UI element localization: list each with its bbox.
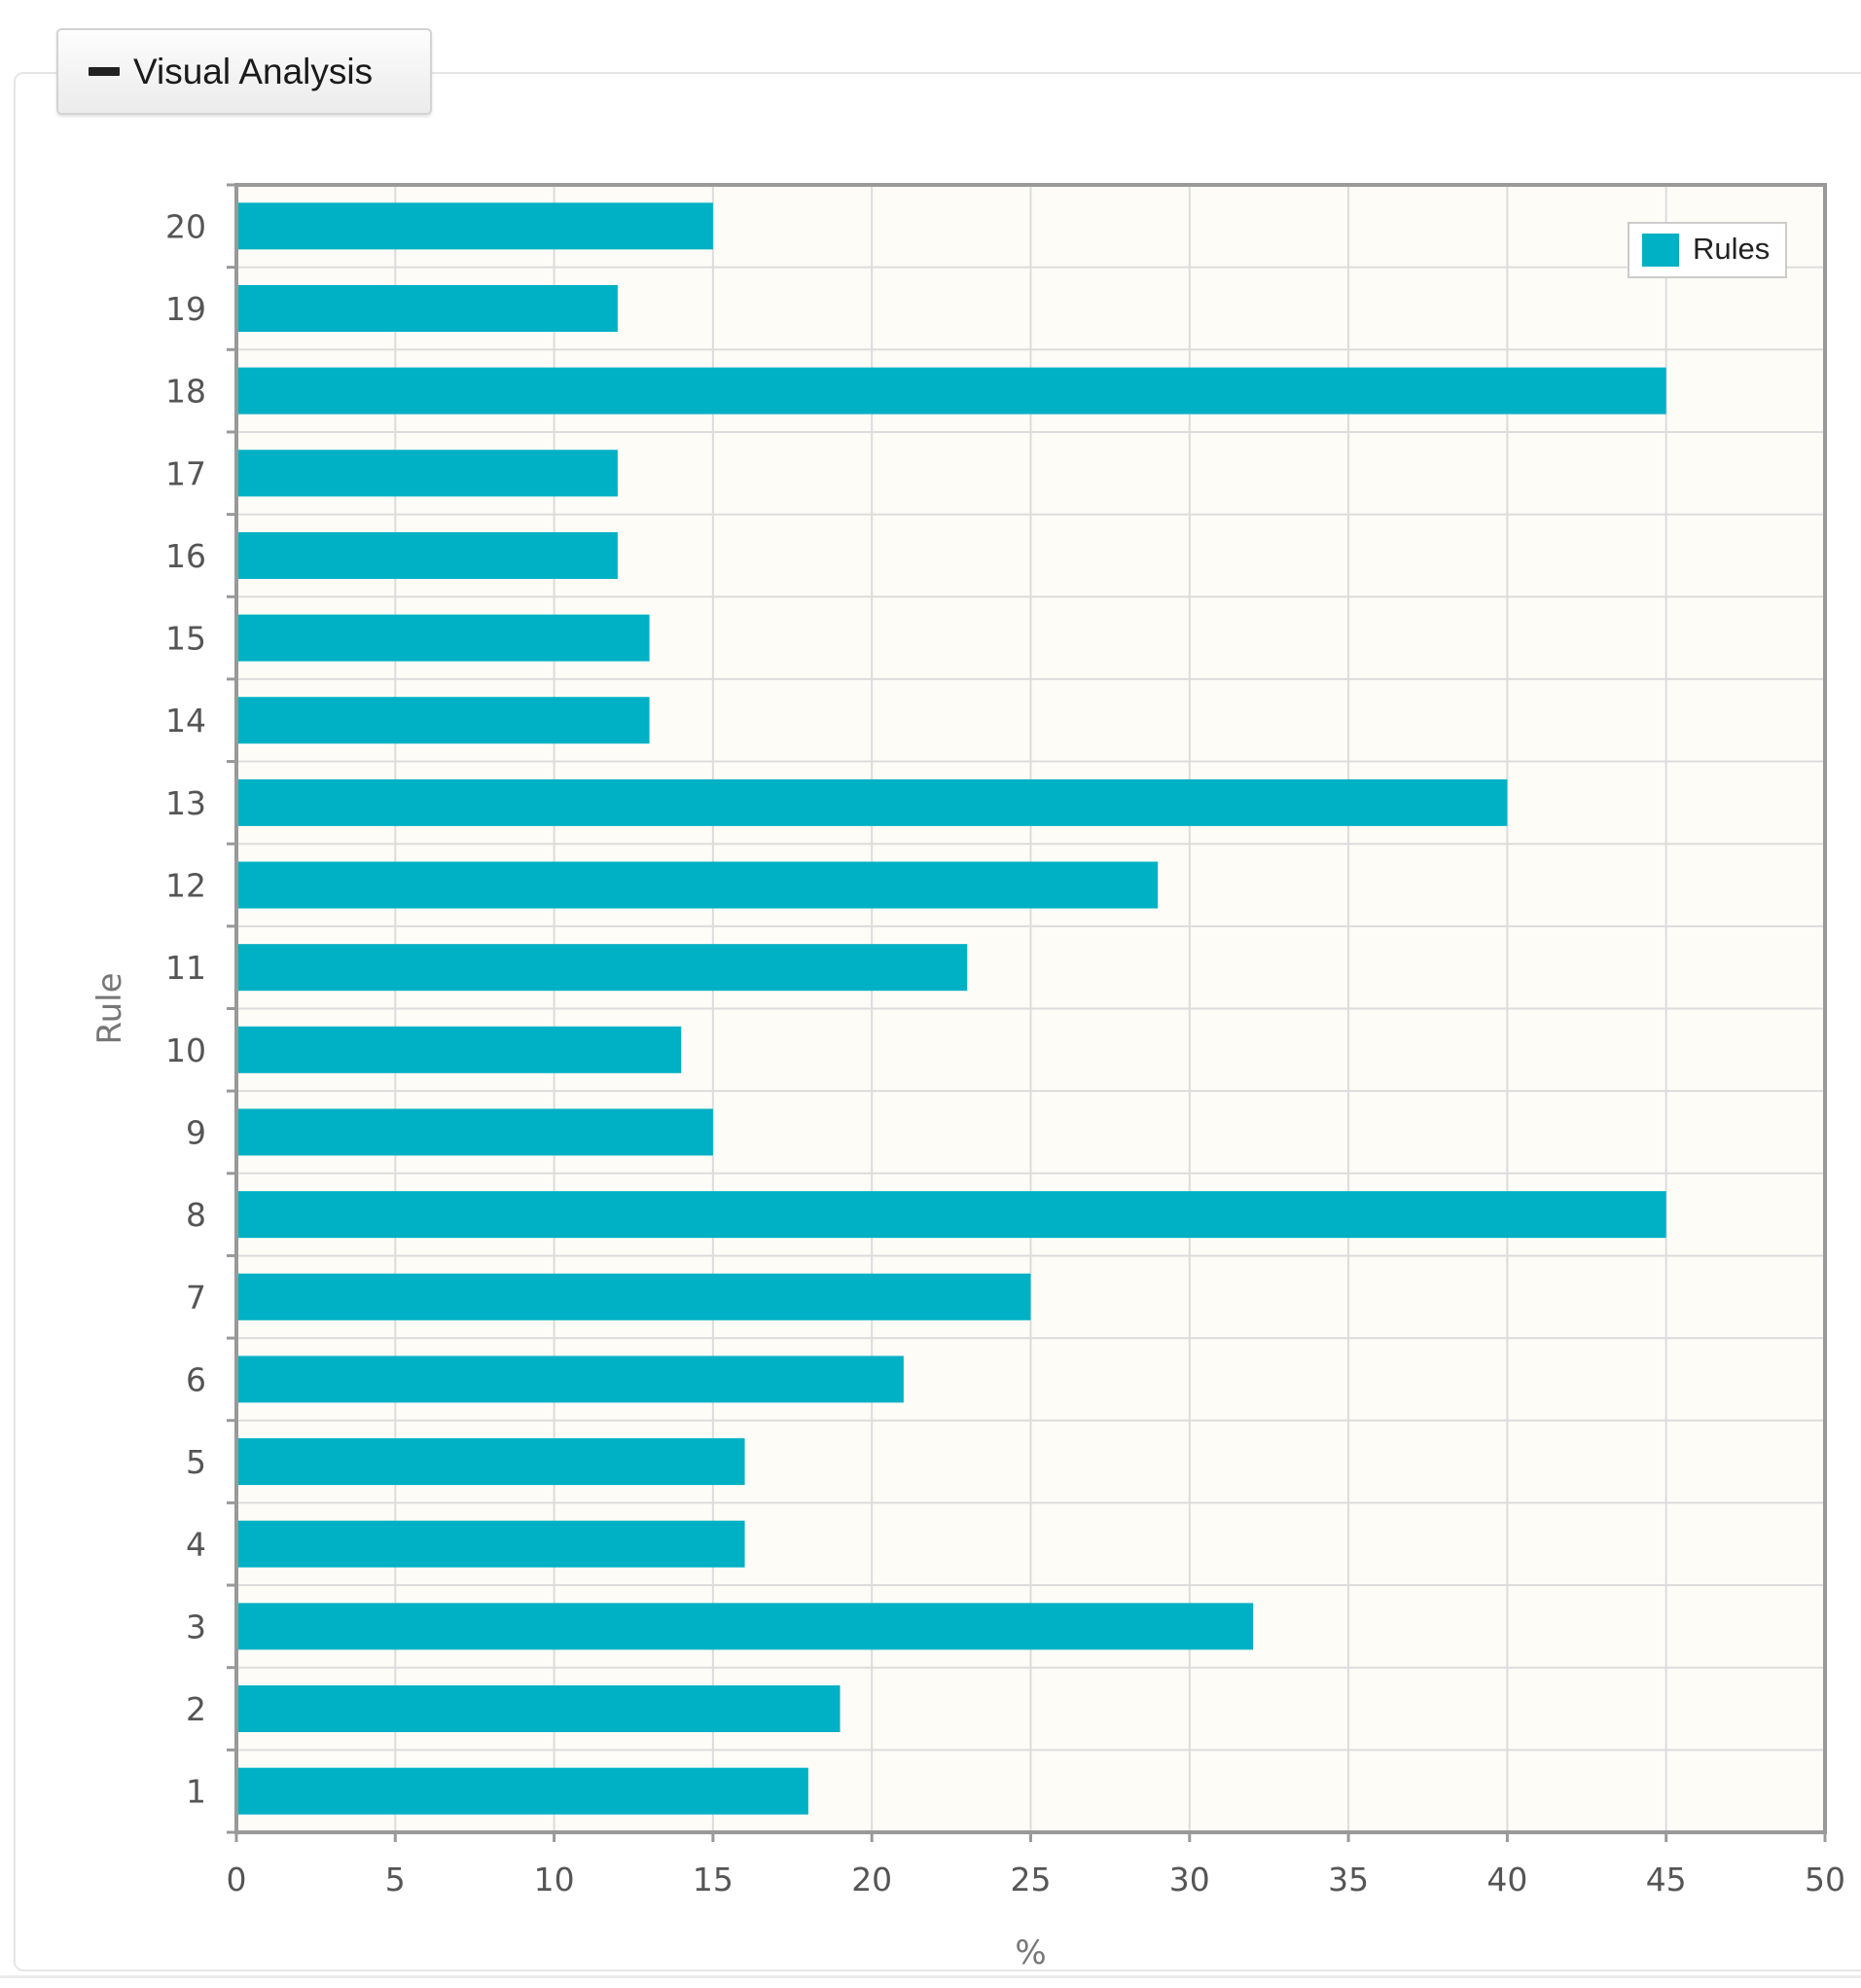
x-tick-label: 20 — [851, 1861, 892, 1898]
plot-frame — [227, 183, 1827, 1842]
y-tick-label: 10 — [165, 1031, 206, 1069]
y-tick-label: 13 — [165, 784, 206, 822]
section-title: Visual Analysis — [133, 51, 374, 91]
y-tick-label: 5 — [186, 1443, 206, 1481]
bar-rule-10[interactable] — [237, 1026, 682, 1073]
bar-rule-3[interactable] — [237, 1603, 1254, 1650]
bar-rule-4[interactable] — [237, 1520, 745, 1568]
bar-rule-2[interactable] — [237, 1685, 841, 1733]
y-tick-label: 16 — [165, 537, 206, 575]
y-tick-label: 18 — [165, 373, 206, 411]
bar-rule-8[interactable] — [237, 1191, 1666, 1239]
x-tick-label: 50 — [1805, 1861, 1845, 1898]
legend[interactable]: Rules — [1628, 222, 1787, 278]
y-tick-label: 17 — [165, 454, 206, 492]
grid — [236, 185, 1826, 1832]
x-tick-label: 35 — [1328, 1861, 1369, 1898]
bars — [237, 202, 1666, 1815]
y-tick-label: 12 — [165, 867, 206, 905]
y-tick-label: 20 — [165, 207, 206, 245]
bar-rule-18[interactable] — [237, 367, 1666, 415]
bar-rule-12[interactable] — [237, 861, 1159, 909]
x-tick-label: 10 — [534, 1861, 575, 1898]
bar-rule-11[interactable] — [237, 944, 968, 992]
bar-rule-5[interactable] — [237, 1438, 745, 1486]
x-tick-label: 30 — [1169, 1861, 1210, 1898]
bar-rule-20[interactable] — [237, 202, 713, 250]
bar-rule-19[interactable] — [237, 284, 618, 332]
bar-rule-15[interactable] — [237, 614, 650, 662]
bar-rule-16[interactable] — [237, 531, 618, 579]
legend-label: Rules — [1693, 232, 1770, 266]
bar-rule-6[interactable] — [237, 1355, 904, 1403]
y-tick-label: 4 — [186, 1526, 206, 1564]
visual-analysis-toggle[interactable]: Visual Analysis — [56, 28, 432, 115]
x-tick-label: 15 — [693, 1861, 734, 1898]
y-tick-label: 8 — [186, 1196, 206, 1234]
y-tick-label: 19 — [165, 290, 206, 328]
bottom-divider — [0, 1975, 1861, 1978]
bar-rule-14[interactable] — [237, 697, 650, 744]
y-tick-label: 11 — [165, 949, 206, 987]
x-tick-label: 0 — [227, 1861, 247, 1898]
y-tick-label: 6 — [186, 1360, 206, 1398]
bar-rule-13[interactable] — [237, 778, 1508, 826]
y-tick-label: 3 — [186, 1608, 206, 1645]
x-tick-label: 40 — [1486, 1861, 1527, 1898]
legend-swatch — [1642, 234, 1679, 267]
x-tick-label: 45 — [1646, 1861, 1687, 1898]
bar-rule-1[interactable] — [237, 1767, 808, 1815]
y-tick-label: 15 — [165, 620, 206, 658]
x-tick-label: 5 — [385, 1861, 406, 1898]
y-tick-label: 9 — [186, 1113, 206, 1151]
bar-rule-17[interactable] — [237, 450, 618, 497]
bar-rule-7[interactable] — [237, 1273, 1031, 1320]
y-tick-label: 2 — [186, 1690, 206, 1728]
y-tick-label: 7 — [186, 1279, 206, 1317]
x-tick-label: 25 — [1011, 1861, 1052, 1898]
y-tick-label: 1 — [186, 1773, 206, 1811]
y-axis-title: Rule — [90, 972, 129, 1044]
y-tick-label: 14 — [165, 702, 206, 740]
bar-rule-9[interactable] — [237, 1108, 713, 1156]
x-axis-title: % — [1015, 1934, 1046, 1972]
minus-icon — [89, 67, 120, 76]
